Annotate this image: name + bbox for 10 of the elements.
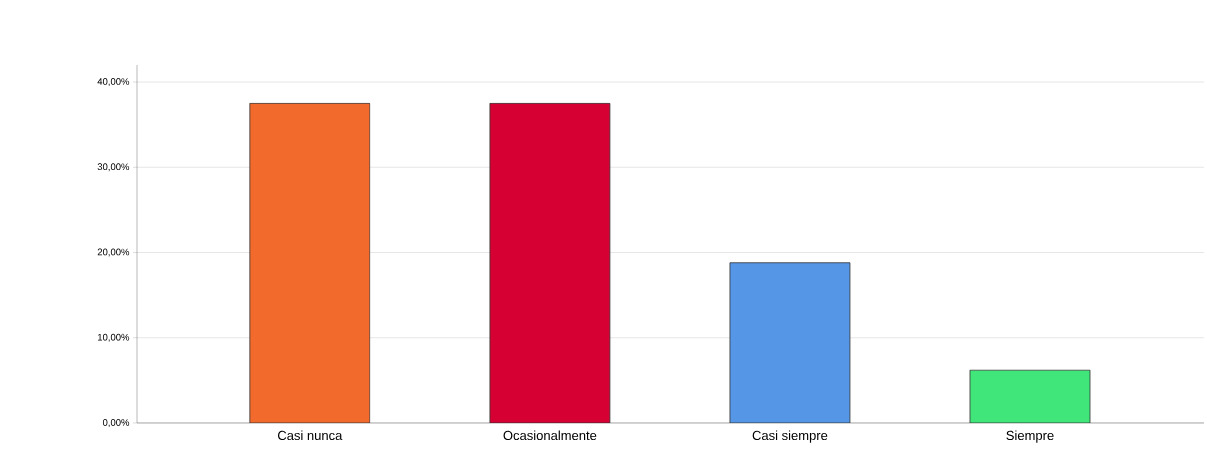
y-tick-label: 30,00% [97, 163, 130, 172]
x-tick-label: Casi siempre [752, 430, 828, 443]
x-tick-label: Casi nunca [277, 430, 343, 441]
x-tick-label: Siempre [1006, 430, 1054, 443]
y-tick-label: 20,00% [97, 248, 130, 257]
bar [249, 102, 371, 423]
y-tick-label: 10,00% [97, 333, 130, 342]
x-tick-label: Ocasionalmente [503, 430, 597, 441]
y-tick-label: 0,00% [102, 419, 130, 427]
y-tick-label: 40,00% [97, 78, 130, 86]
